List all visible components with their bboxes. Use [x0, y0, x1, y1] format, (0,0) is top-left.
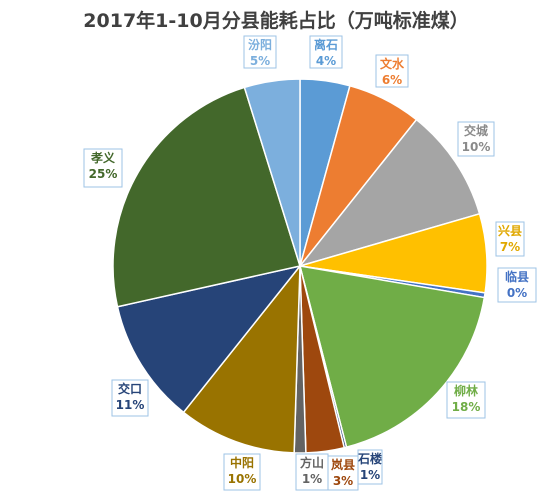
slice-pct-1: 6%	[382, 73, 402, 87]
slice-pct-4: 0%	[507, 286, 527, 300]
slice-label-0: 离石	[314, 37, 338, 52]
slice-label-3: 兴县	[498, 223, 522, 238]
callout-10: 交口 11%	[111, 379, 149, 417]
callout-6: 石楼 1%	[357, 449, 383, 485]
pie-slice-10	[116, 264, 302, 414]
callout-5: 柳林 18%	[446, 381, 486, 419]
callout-4: 临县 0%	[497, 267, 537, 303]
slice-pct-8: 1%	[302, 472, 322, 486]
pie-slice-9	[182, 263, 301, 454]
slice-label-1: 文水	[380, 56, 405, 71]
slice-label-12: 汾阳	[248, 37, 272, 52]
slice-label-8: 方山	[300, 455, 324, 470]
callout-3: 兴县 7%	[495, 221, 525, 257]
slice-pct-7: 3%	[333, 474, 353, 488]
pie-slice-2	[297, 118, 481, 268]
slice-label-6: 石楼	[357, 451, 382, 466]
slice-label-5: 柳林	[454, 383, 478, 398]
chart-title: 2017年1-10月分县能耗占比（万吨标准煤）	[83, 10, 469, 32]
slice-label-11: 孝义	[90, 150, 116, 165]
callout-7: 岚县 3%	[327, 455, 359, 491]
slice-label-7: 岚县	[331, 457, 355, 472]
callout-2: 交城 10%	[457, 121, 495, 157]
slice-label-4: 临县	[505, 269, 529, 284]
callout-9: 中阳 10%	[223, 453, 261, 491]
slice-pct-6: 1%	[360, 468, 380, 482]
slice-pct-11: 25%	[89, 167, 118, 181]
slice-pct-3: 7%	[500, 240, 520, 254]
slice-pct-2: 10%	[462, 140, 491, 154]
pie-slice-5	[298, 265, 486, 449]
pie-slice-12	[243, 78, 301, 267]
slice-label-9: 中阳	[230, 455, 254, 470]
pie-slice-11	[112, 86, 301, 308]
slice-label-10: 交口	[118, 381, 142, 396]
slice-pct-9: 10%	[228, 472, 257, 486]
callout-12: 汾阳 5%	[243, 35, 277, 69]
slice-pct-5: 18%	[452, 400, 481, 414]
slice-label-2: 交城	[464, 123, 488, 138]
callout-8: 方山 1%	[295, 453, 329, 491]
callout-1: 文水 6%	[375, 54, 409, 88]
callout-0: 离石 4%	[309, 35, 343, 69]
slice-pct-10: 11%	[116, 398, 145, 412]
slice-pct-0: 4%	[316, 54, 336, 68]
slice-pct-12: 5%	[250, 54, 270, 68]
callout-11: 孝义 25%	[83, 148, 123, 188]
